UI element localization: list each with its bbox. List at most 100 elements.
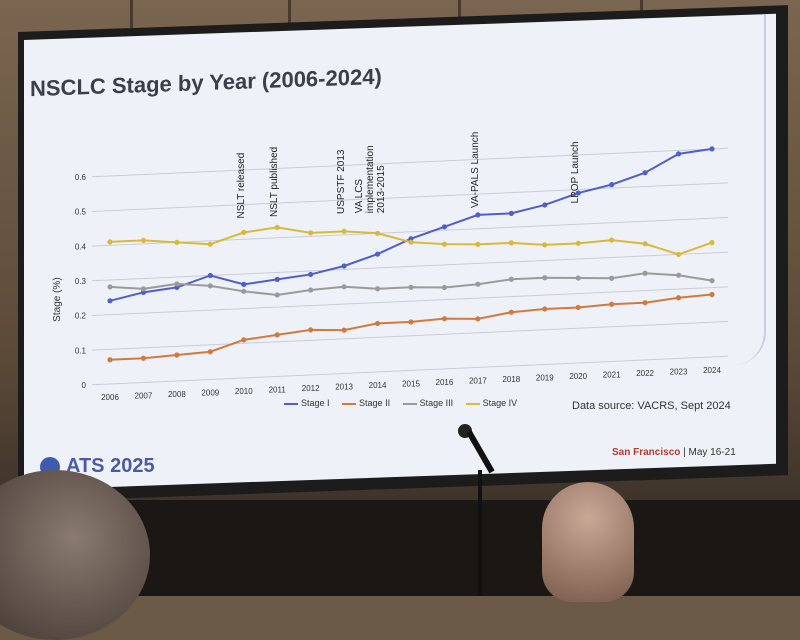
event-annotation: USPSTF 2013: [336, 149, 347, 214]
legend-item-stage-iv: Stage IV: [465, 398, 518, 408]
data-point: [241, 281, 247, 287]
data-point: [642, 270, 648, 276]
gridline: [91, 286, 729, 316]
legend-swatch: [465, 402, 480, 405]
data-point: [575, 304, 581, 311]
data-point: [274, 332, 280, 338]
data-point: [508, 276, 514, 282]
y-tick-label: 0.2: [75, 312, 87, 321]
data-point: [241, 229, 247, 235]
legend-label: Stage III: [419, 398, 454, 408]
data-source-note: Data source: VACRS, Sept 2024: [572, 400, 731, 412]
location-city: San Francisco: [612, 447, 681, 458]
data-point: [308, 327, 314, 333]
data-point: [374, 230, 381, 236]
data-point: [107, 284, 113, 290]
data-point: [308, 271, 314, 278]
x-tick-label: 2019: [536, 373, 554, 382]
data-point: [709, 291, 715, 298]
data-point: [675, 295, 682, 301]
data-point: [575, 240, 581, 246]
gridline: [91, 182, 729, 212]
data-point: [274, 276, 280, 283]
data-point: [207, 241, 213, 247]
legend-swatch: [284, 402, 298, 405]
chart-legend: Stage I Stage II Stage III Stage IV: [284, 398, 527, 408]
legend-swatch: [342, 402, 357, 405]
legend-item-stage-iii: Stage III: [402, 398, 454, 408]
legend-label: Stage IV: [482, 398, 518, 408]
gridline: [91, 251, 729, 282]
x-tick-label: 2017: [469, 376, 487, 385]
x-tick-label: 2012: [302, 384, 320, 393]
x-tick-label: 2023: [670, 367, 688, 376]
y-tick-label: 0.3: [75, 277, 87, 286]
legend-item-stage-i: Stage I: [284, 398, 330, 408]
data-point: [475, 281, 481, 287]
data-point: [174, 239, 180, 245]
ats-logo-text: ATS 2025: [66, 455, 155, 477]
x-tick-label: 2006: [101, 393, 119, 402]
legend-label: Stage II: [359, 398, 391, 408]
conference-dates: | May 16-21: [683, 447, 736, 458]
x-tick-label: 2007: [135, 391, 153, 400]
x-tick-label: 2009: [201, 388, 219, 397]
data-point: [642, 170, 648, 176]
x-tick-label: 2024: [703, 366, 721, 375]
event-annotation: VA-PALS Launch: [470, 132, 481, 208]
y-tick-label: 0: [82, 381, 87, 390]
data-point: [709, 239, 715, 246]
event-annotation: VA LCS: [354, 179, 365, 214]
gridline: [91, 355, 729, 386]
event-annotation: implementation: [365, 145, 376, 213]
data-point: [441, 241, 448, 247]
data-point: [542, 242, 548, 248]
legend-item-stage-ii: Stage II: [342, 398, 390, 408]
legend-swatch: [402, 402, 417, 405]
y-tick-label: 0.5: [75, 208, 87, 217]
data-point: [207, 272, 213, 279]
data-point: [709, 146, 715, 152]
data-point: [207, 283, 213, 289]
data-point: [441, 224, 448, 230]
y-tick-label: 0.6: [75, 173, 87, 182]
data-point: [374, 320, 381, 327]
data-point: [274, 224, 280, 231]
data-point: [140, 286, 147, 292]
x-tick-label: 2008: [168, 390, 186, 399]
x-tick-label: 2015: [402, 379, 420, 388]
data-point: [107, 357, 113, 363]
data-point: [341, 228, 347, 234]
data-point: [140, 237, 147, 243]
event-annotation: NSLT released: [236, 153, 247, 219]
event-annotation: NSLT published: [269, 147, 280, 217]
data-point: [274, 292, 280, 298]
x-tick-label: 2014: [369, 381, 387, 390]
data-point: [508, 240, 514, 246]
data-point: [609, 301, 615, 307]
data-point: [140, 355, 147, 361]
data-point: [609, 237, 615, 243]
data-point: [508, 309, 514, 315]
data-point: [341, 284, 347, 290]
y-axis-label: Stage (%): [52, 277, 63, 321]
data-point: [107, 239, 113, 245]
x-tick-label: 2016: [436, 378, 454, 387]
data-point: [675, 151, 682, 157]
data-point: [508, 210, 514, 217]
data-point: [609, 182, 615, 188]
x-tick-label: 2010: [235, 387, 253, 396]
data-point: [642, 241, 648, 247]
x-tick-label: 2021: [603, 370, 621, 379]
series-line-2: [109, 293, 713, 361]
data-point: [341, 263, 347, 269]
x-tick-label: 2022: [636, 369, 654, 378]
data-point: [308, 230, 314, 236]
data-point: [408, 284, 414, 290]
conference-location: San Francisco | May 16-21: [612, 447, 736, 458]
data-point: [408, 319, 414, 325]
data-point: [374, 251, 381, 257]
y-tick-label: 0.4: [75, 242, 87, 251]
data-point: [542, 275, 548, 281]
data-point: [542, 202, 548, 208]
